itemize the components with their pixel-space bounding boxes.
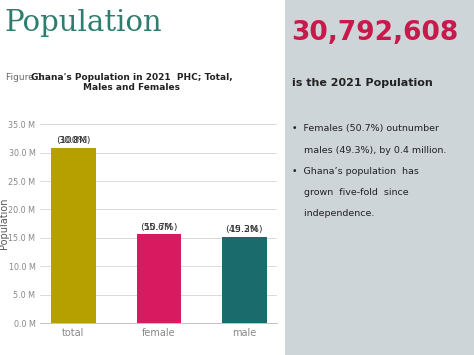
Text: 30,792,608: 30,792,608 xyxy=(292,20,459,45)
Text: 30.8M: 30.8M xyxy=(59,136,88,145)
Text: 15.2M: 15.2M xyxy=(230,225,259,234)
Bar xyxy=(51,148,96,323)
Text: 15.6M: 15.6M xyxy=(144,223,173,231)
Text: grown  five-fold  since: grown five-fold since xyxy=(292,188,408,197)
Text: is the 2021 Population: is the 2021 Population xyxy=(292,78,432,88)
Text: Population: Population xyxy=(5,9,163,37)
Text: •  Females (50.7%) outnumber: • Females (50.7%) outnumber xyxy=(292,124,438,133)
Text: (49.3%): (49.3%) xyxy=(226,214,263,234)
Text: independence.: independence. xyxy=(292,209,374,218)
Bar xyxy=(137,234,181,323)
Text: (50.7%): (50.7%) xyxy=(140,212,178,231)
Text: •  Ghana’s population  has: • Ghana’s population has xyxy=(292,167,419,176)
Text: (100%): (100%) xyxy=(56,126,91,145)
Bar xyxy=(222,237,266,323)
Text: Ghana's Population in 2021  PHC; Total,
Males and Females: Ghana's Population in 2021 PHC; Total, M… xyxy=(31,73,232,92)
Text: Figure 1:: Figure 1: xyxy=(6,73,48,82)
Y-axis label: Population: Population xyxy=(0,198,9,250)
Text: males (49.3%), by 0.4 million.: males (49.3%), by 0.4 million. xyxy=(292,146,446,154)
